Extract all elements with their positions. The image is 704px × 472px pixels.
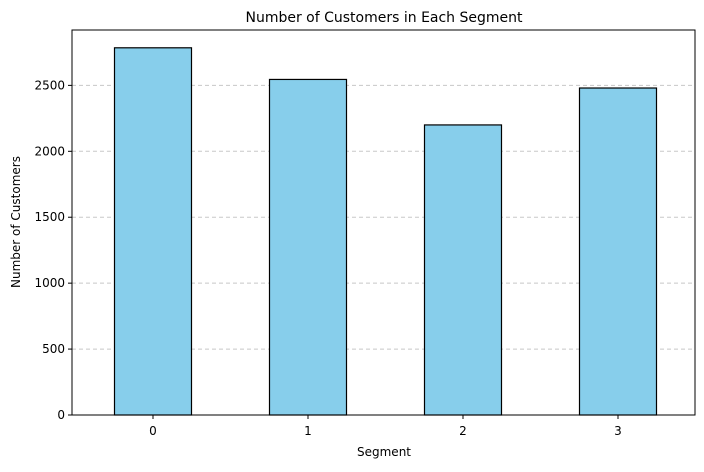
bar-segment-3 [578, 87, 658, 416]
y-tick-label: 2500 [34, 78, 65, 92]
x-tick-label: 3 [614, 424, 622, 438]
y-axis-ticks: 0 500 1000 1500 2000 2500 [34, 78, 72, 422]
y-axis-label: Number of Customers [9, 156, 23, 288]
x-axis-label: Segment [357, 445, 411, 459]
x-axis-ticks: 0 1 2 3 [149, 415, 622, 438]
bar-segment-1 [268, 78, 348, 416]
chart-title: Number of Customers in Each Segment [245, 10, 523, 26]
bar-segment-2 [423, 124, 503, 416]
y-tick-label: 0 [57, 408, 65, 422]
bar-segment-0 [113, 47, 193, 416]
x-tick-label: 0 [149, 424, 157, 438]
x-tick-label: 1 [304, 424, 312, 438]
y-tick-label: 1000 [34, 276, 65, 290]
y-tick-label: 2000 [34, 144, 65, 158]
plot-area-frame [71, 29, 696, 416]
y-tick-label: 1500 [34, 210, 65, 224]
bars [113, 47, 658, 416]
x-tick-label: 2 [459, 424, 467, 438]
y-tick-label: 500 [42, 342, 65, 356]
